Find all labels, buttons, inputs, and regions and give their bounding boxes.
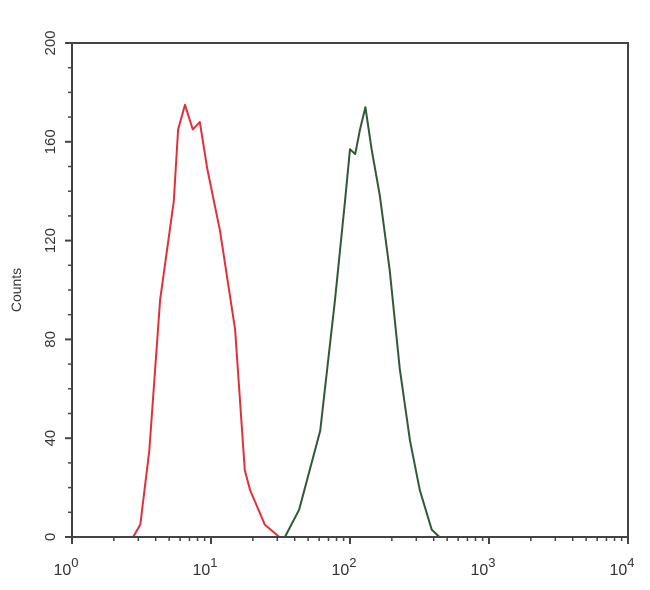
x-tick-label: 104 [609, 555, 634, 579]
y-tick-label: 120 [42, 228, 59, 253]
series-layer [72, 103, 628, 538]
x-tick-label: 101 [192, 555, 217, 579]
y-tick-label: 160 [42, 129, 59, 154]
y-tick-label: 200 [42, 30, 59, 55]
plot-frame [71, 42, 629, 538]
x-tick-label: 102 [331, 555, 356, 579]
series-line-2 [72, 106, 628, 538]
y-tick-label: 0 [42, 533, 59, 541]
axis-ticks: 100 101 102 103 104 0 40 80 120 160 200 [42, 30, 635, 579]
y-axis-label: Counts [8, 268, 24, 312]
x-tick-label: 103 [470, 555, 495, 579]
y-tick-label: 80 [42, 331, 59, 348]
series-line-1 [72, 103, 628, 538]
x-tick-label: 100 [53, 555, 78, 579]
y-tick-label: 40 [42, 430, 59, 447]
